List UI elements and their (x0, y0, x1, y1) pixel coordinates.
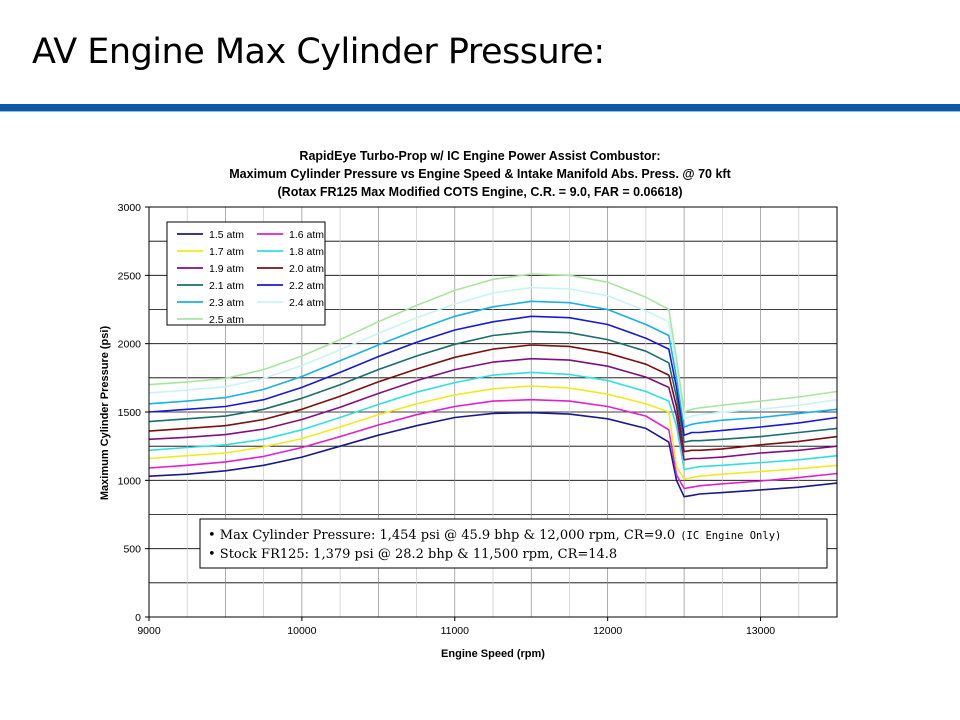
x-tick-label: 9000 (137, 625, 161, 637)
chart-title: RapidEye Turbo-Prop w/ IC Engine Power A… (229, 149, 731, 199)
title-rule (0, 104, 960, 111)
title-rule-thin (0, 111, 960, 112)
series-line-1_9-atm (148, 357, 838, 461)
series-line-2_4-atm (148, 286, 838, 420)
series-line-2_0-atm (148, 344, 838, 453)
chart-title-line-1: RapidEye Turbo-Prop w/ IC Engine Power A… (299, 149, 660, 163)
series-line-1_6-atm (148, 398, 838, 490)
y-tick-label: 1000 (118, 475, 142, 487)
x-tick-label: 11000 (441, 625, 470, 637)
legend-entry: 2.2 atm (289, 280, 324, 292)
series-line-1_7-atm (148, 385, 838, 480)
legend-entry: 1.8 atm (289, 246, 324, 258)
x-tick-label: 12000 (593, 625, 622, 637)
annotation-line: • Max Cylinder Pressure: 1,454 psi @ 45.… (208, 528, 781, 543)
y-tick-label: 0 (135, 612, 141, 624)
annotation-box: • Max Cylinder Pressure: 1,454 psi @ 45.… (199, 518, 828, 569)
series-line-2_3-atm (148, 300, 838, 428)
x-tick-label: 13000 (746, 625, 775, 637)
legend-entry: 1.9 atm (209, 263, 244, 275)
y-tick-label: 3000 (118, 202, 142, 214)
series-group (148, 273, 838, 498)
legend-box (166, 221, 326, 326)
chart-title-line-3: (Rotax FR125 Max Modified COTS Engine, C… (278, 185, 683, 199)
legend-entry: 2.3 atm (209, 297, 244, 309)
x-axis-label: Engine Speed (rpm) (441, 648, 545, 660)
legend-entry: 1.5 atm (209, 229, 244, 241)
axes: 0 500 1000 1500 2000 2500 3000 9000 10000 11000 12… (118, 202, 838, 637)
series-line-2_1-atm (148, 330, 838, 443)
slide-title: AV Engine Max Cylinder Pressure: (32, 32, 605, 72)
legend-entry: 1.7 atm (209, 246, 244, 258)
annotation-line: • Stock FR125: 1,379 psi @ 28.2 bhp & 11… (208, 547, 617, 562)
legend: 1.5 atm 1.6 atm 1.7 atm 1.8 atm 1.9 atm 2.0 a… (166, 221, 326, 326)
y-tick-label: 1500 (118, 407, 142, 419)
annotation-frame (199, 518, 828, 569)
y-tick-label: 2000 (118, 339, 142, 351)
legend-entry: 2.1 atm (209, 280, 244, 292)
series-line-2_2-atm (148, 315, 838, 437)
legend-entry: 1.6 atm (289, 229, 324, 241)
legend-entry: 2.5 atm (209, 314, 244, 326)
chart-title-line-2: Maximum Cylinder Pressure vs Engine Spee… (229, 167, 731, 181)
series-line-2_5-atm (148, 273, 838, 413)
series-line-1_8-atm (148, 371, 838, 471)
y-axis-label: Maximum Cylinder Pressure (psi) (99, 326, 111, 501)
y-tick-label: 2500 (118, 270, 142, 282)
x-tick-label: 10000 (287, 625, 316, 637)
series-line-1_5-atm (148, 411, 838, 498)
annotation-note: (IC Engine Only) (680, 530, 781, 542)
y-tick-label: 500 (123, 544, 141, 556)
legend-entry: 2.4 atm (289, 297, 324, 309)
legend-entry: 2.0 atm (289, 263, 324, 275)
